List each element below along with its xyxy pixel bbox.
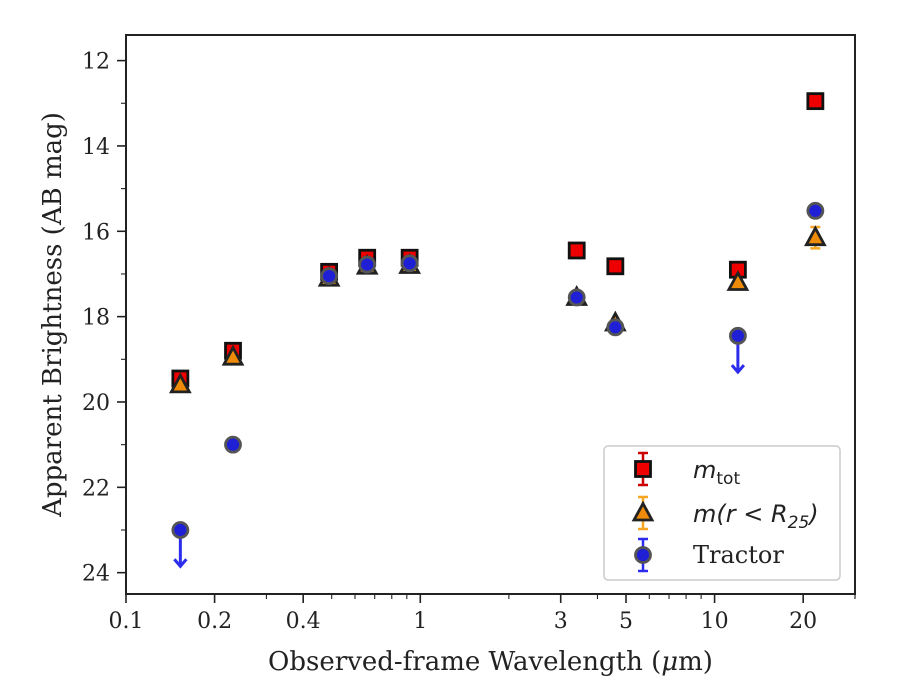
legend: mtot m(r < R25) Tractor: [603, 445, 841, 581]
point-m-tot-6: [606, 257, 625, 276]
x-axis-title-prefix: Observed-frame Wavelength (: [268, 647, 661, 677]
y-tick-label-12: 12: [82, 50, 110, 75]
x-axis-title: Observed-frame Wavelength (μm): [268, 647, 713, 677]
legend-label-m-tot-main: m: [693, 456, 716, 484]
x-tick-label-5: 5: [619, 609, 633, 634]
upper-limit-arrow-head: [730, 364, 746, 375]
point-tractor-4: [400, 254, 419, 273]
x-tick-label-0-2: 0.2: [197, 609, 232, 634]
y-axis: 12 14 16 18 20 22 24: [82, 50, 126, 587]
point-tractor-2: [320, 267, 339, 285]
x-tick-label-0-4: 0.4: [286, 609, 321, 634]
legend-marker-m-tot: [634, 460, 652, 478]
point-m-r-r-25-7: [726, 270, 750, 291]
point-m-tot-8: [806, 92, 825, 111]
legend-markers: [631, 451, 655, 573]
upper-limit-arrow-head: [173, 558, 188, 569]
legend-label-tractor: Tractor: [693, 541, 784, 569]
x-tick-label-20: 20: [789, 609, 817, 634]
legend-label-m-tot: mtot: [693, 456, 740, 489]
point-tractor-8: [806, 201, 825, 220]
legend-label-m-r25: m(r < R25): [693, 500, 819, 533]
point-m-r-r-25-1: [221, 344, 245, 366]
point-tractor-5: [567, 288, 586, 307]
x-tick-label-3: 3: [554, 609, 568, 634]
legend-label-m-tot-sub: tot: [716, 469, 740, 489]
y-tick-label-16: 16: [82, 220, 110, 245]
y-tick-label-20: 20: [82, 391, 110, 416]
point-m-tot-5: [567, 241, 586, 260]
x-axis: 0.1 0.2 0.4 1 3 5 10 20: [109, 594, 856, 634]
point-tractor-6: [606, 318, 625, 337]
y-tick-label-24: 24: [82, 562, 110, 587]
point-m-r-r-25-0: [168, 372, 192, 394]
y-tick-label-14: 14: [82, 135, 110, 160]
x-tick-label-10: 10: [701, 609, 729, 634]
y-axis-title: Apparent Brightness (AB mag): [38, 112, 68, 518]
legend-marker-m-r-r-25: [631, 500, 655, 522]
legend-label-m-r25-sub: 25: [788, 513, 810, 533]
x-tick-label-0-1: 0.1: [109, 609, 144, 634]
series-tractor: [171, 201, 825, 569]
legend-box: [603, 445, 841, 581]
x-axis-title-mu: μ: [661, 647, 678, 677]
y-tick-label-18: 18: [82, 306, 110, 331]
point-tractor-1: [224, 435, 242, 454]
legend-label-m-r25-main: m(r < R: [693, 500, 788, 528]
x-axis-title-suffix: m): [678, 647, 713, 677]
point-tractor-7: [728, 326, 747, 345]
point-m-r-r-25-8: [804, 225, 827, 247]
y-tick-label-22: 22: [82, 476, 110, 501]
legend-marker-tractor: [634, 546, 652, 564]
point-tractor-0: [171, 521, 190, 539]
legend-label-m-r25-end: ): [807, 500, 818, 528]
x-tick-label-1: 1: [413, 609, 427, 634]
data-marks: [168, 92, 827, 569]
point-tractor-3: [358, 255, 377, 274]
plot-frame: [125, 34, 856, 595]
